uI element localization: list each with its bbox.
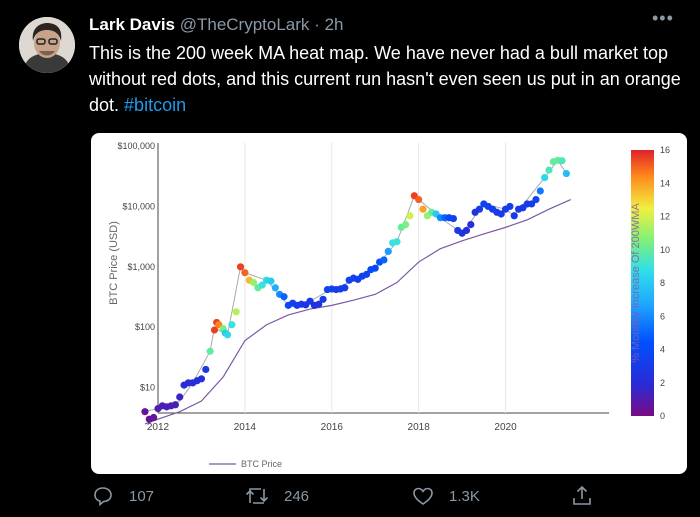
- like-count: 1.3K: [449, 487, 480, 505]
- colorbar-tick-label: 12: [660, 212, 670, 222]
- heat-dot: [280, 293, 288, 301]
- heat-dot: [510, 212, 518, 220]
- author-handle[interactable]: @TheCryptoLark: [179, 15, 310, 34]
- colorbar-label: % Monthly Increase Of 200WMA: [630, 203, 642, 363]
- heat-dot: [384, 247, 392, 256]
- tweet-text: This is the 200 week MA heat map. We hav…: [89, 40, 689, 118]
- reply-icon: [94, 487, 112, 507]
- y-tick-label: $100: [135, 322, 155, 332]
- like-button[interactable]: 1.3K: [411, 484, 480, 508]
- tweet-time[interactable]: 2h: [324, 15, 344, 34]
- avatar-icon: [19, 17, 75, 73]
- legend-label: BTC Price: [241, 459, 282, 469]
- ma-line: [144, 198, 571, 425]
- colorbar-tick-label: 0: [660, 411, 665, 421]
- y-tick-label: $100,000: [117, 141, 155, 151]
- y-tick-label: $1,000: [127, 262, 155, 272]
- colorbar-tick-label: 10: [660, 245, 670, 255]
- y-axis-label: BTC Price (USD): [108, 221, 120, 305]
- heat-dot: [141, 408, 149, 416]
- heat-dot: [506, 202, 514, 211]
- heat-dot: [419, 205, 427, 213]
- colorbar: [631, 150, 654, 416]
- heat-dot: [197, 375, 206, 383]
- heat-dot: [449, 214, 458, 223]
- like-icon: [413, 487, 433, 505]
- heat-dot: [341, 284, 349, 292]
- hashtag-link[interactable]: #bitcoin: [124, 95, 187, 115]
- heat-dot: [228, 321, 236, 329]
- tweet-header: Lark Davis @TheCryptoLark · 2h: [89, 15, 344, 35]
- colorbar-tick-label: 2: [660, 378, 665, 388]
- colorbar-tick-label: 6: [660, 311, 665, 321]
- heat-dot: [202, 365, 210, 374]
- heat-dot: [206, 347, 214, 355]
- heat-dot: [541, 174, 549, 182]
- heat-dot: [562, 169, 570, 178]
- retweet-button[interactable]: 246: [244, 484, 309, 508]
- heat-dot: [319, 295, 327, 303]
- share-icon: [573, 485, 591, 505]
- heat-dot: [249, 278, 258, 287]
- price-line: [144, 159, 567, 413]
- heat-dot: [241, 269, 249, 277]
- author-name[interactable]: Lark Davis: [89, 15, 175, 34]
- y-tick-label: $10: [140, 383, 155, 393]
- retweet-icon: [245, 488, 269, 504]
- reply-count: 107: [129, 487, 155, 505]
- heat-dot: [415, 195, 423, 204]
- heat-dot: [497, 210, 505, 218]
- x-tick-label: 2020: [494, 422, 517, 433]
- heat-dot: [232, 308, 240, 316]
- x-tick-label: 2016: [321, 422, 344, 433]
- heat-dot: [558, 157, 566, 165]
- heat-dot: [315, 300, 323, 308]
- heat-dot: [532, 195, 540, 204]
- heat-dot: [380, 256, 388, 264]
- tweet-body: This is the 200 week MA heat map. We hav…: [89, 43, 681, 115]
- chart-image[interactable]: $10 $100 $1,000 $10,000 $100,000 2012 2014 201…: [91, 133, 687, 474]
- header-separator: ·: [314, 15, 320, 34]
- heat-dot: [467, 221, 475, 229]
- avatar-photo[interactable]: [19, 17, 75, 73]
- heat-dot: [258, 281, 266, 289]
- colorbar-tick-label: 16: [660, 145, 670, 155]
- heat-dot: [150, 413, 158, 422]
- y-tick-label: $10,000: [122, 201, 155, 211]
- share-button[interactable]: [570, 484, 608, 508]
- heat-dot: [536, 187, 544, 195]
- heat-dot: [210, 326, 219, 334]
- heat-dot: [371, 264, 379, 272]
- heat-dot: [402, 221, 410, 229]
- heat-dot: [475, 205, 484, 213]
- heat-dot: [393, 238, 401, 246]
- x-tick-label: 2014: [234, 422, 257, 433]
- colorbar-tick-label: 8: [660, 278, 665, 288]
- retweet-count: 246: [284, 487, 310, 505]
- heat-dot: [223, 331, 232, 339]
- x-tick-label: 2012: [147, 422, 170, 433]
- colorbar-tick-label: 4: [660, 345, 665, 355]
- heat-dot: [176, 393, 184, 401]
- x-tick-label: 2018: [408, 422, 431, 433]
- heat-dot: [171, 401, 179, 409]
- heat-dot: [236, 263, 245, 271]
- heat-dot: [406, 212, 414, 220]
- more-icon[interactable]: •••: [652, 8, 674, 28]
- colorbar-tick-label: 14: [660, 178, 670, 188]
- reply-button[interactable]: 107: [91, 484, 154, 508]
- heat-dot: [267, 277, 275, 285]
- heat-dot: [462, 226, 471, 235]
- heat-dot: [528, 200, 536, 208]
- heat-dot: [545, 166, 553, 174]
- heat-dot: [271, 284, 279, 292]
- heat-dot: [362, 270, 371, 278]
- action-bar: 107 246 1.3K: [0, 478, 700, 517]
- heatmap-chart: $10$100$1,000$10,000$100,000 2012 2014 201…: [108, 141, 670, 469]
